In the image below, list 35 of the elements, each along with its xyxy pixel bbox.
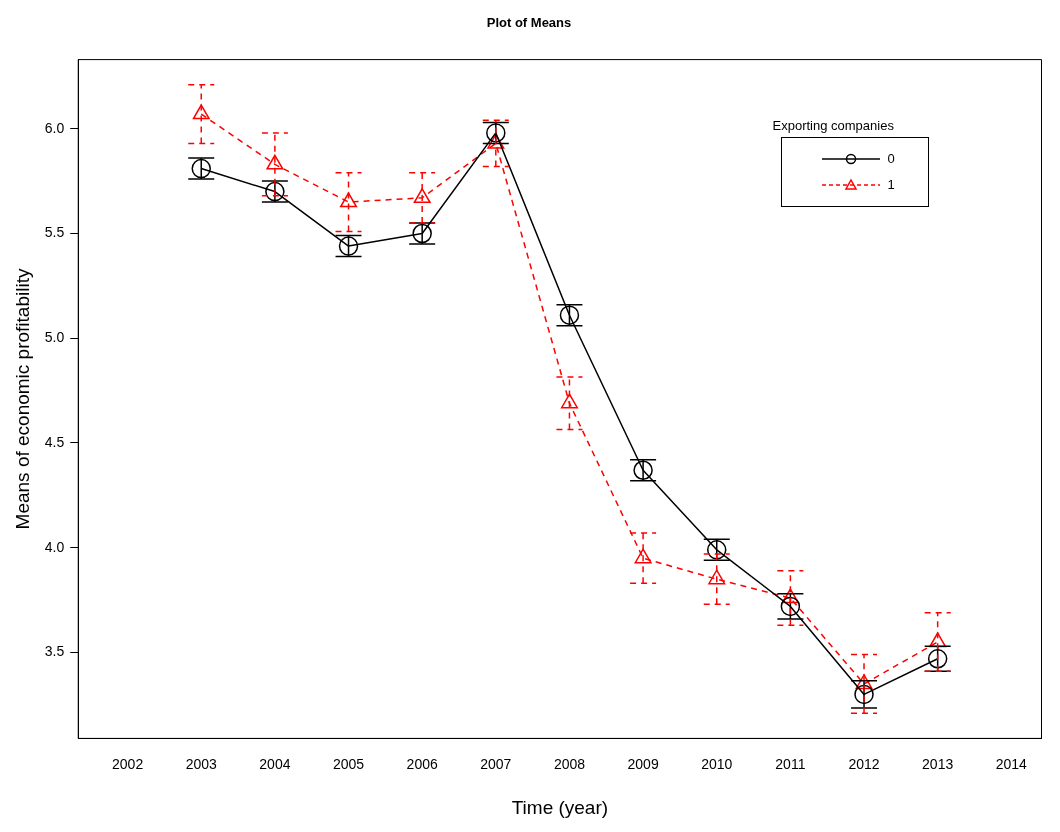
x-tick-label: 2008 — [553, 755, 586, 772]
x-tick-label: 2014 — [995, 755, 1028, 772]
x-tick-label: 2006 — [406, 755, 438, 772]
x-tick-label: 2002 — [112, 755, 144, 772]
legend-label: 0 — [887, 151, 895, 167]
y-tick-label: 4.5 — [44, 433, 65, 450]
point — [781, 588, 799, 604]
x-tick-label: 2005 — [332, 755, 365, 772]
y-tick-label: 6.0 — [44, 119, 65, 136]
point — [192, 104, 210, 120]
legend-label: 1 — [887, 177, 895, 193]
x-tick-label: 2009 — [627, 755, 659, 772]
x-axis-title: Time (year) — [511, 796, 609, 818]
point — [487, 133, 505, 149]
point — [266, 154, 284, 170]
x-tick-label: 2007 — [480, 755, 512, 772]
y-axis-title: Means of economic profitability — [11, 268, 33, 530]
y-tick-label: 5.5 — [44, 224, 65, 241]
point — [634, 548, 652, 564]
chart-title: Plot of Means — [486, 15, 572, 31]
point — [855, 674, 873, 690]
y-tick-label: 3.5 — [44, 643, 65, 660]
x-tick-label: 2003 — [185, 755, 218, 772]
point — [339, 192, 358, 208]
point — [560, 393, 578, 409]
point — [708, 569, 726, 585]
x-tick-label: 2013 — [922, 755, 954, 772]
x-tick-label: 2010 — [701, 755, 733, 772]
x-tick-label: 2004 — [259, 755, 291, 772]
y-tick-label: 5.0 — [44, 329, 65, 346]
y-tick-label: 4.0 — [44, 538, 65, 555]
legend-title: Exporting companies — [772, 117, 895, 133]
point — [413, 188, 431, 204]
x-tick-label: 2012 — [848, 755, 880, 772]
x-tick-label: 2011 — [775, 755, 806, 772]
